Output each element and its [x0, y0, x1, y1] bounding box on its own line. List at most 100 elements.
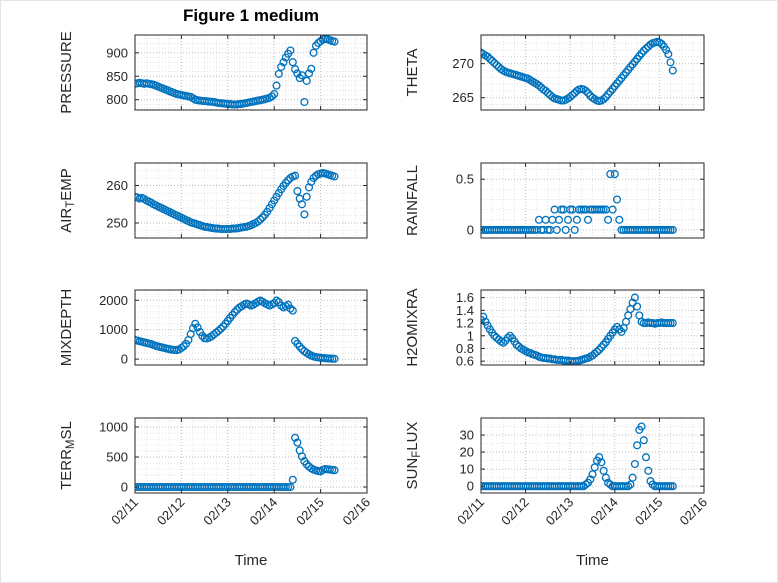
subplot-sun-flux: 0 10 20 30 02/11 02/12 02/13 02/14 02/15 02/16 SUN…: [404, 417, 710, 529]
minor-grid: [481, 418, 704, 493]
data-point: [258, 213, 267, 222]
data-point: [554, 215, 564, 224]
axis-ticks: [134, 290, 368, 365]
data-point: [633, 441, 642, 450]
data-point: [592, 347, 602, 356]
axis-ticks: [480, 418, 705, 493]
data-point: [330, 466, 339, 475]
data-point: [288, 306, 297, 315]
data-point: [664, 50, 673, 59]
axis-ticks: [134, 35, 368, 110]
y-axis-label-h2omixra: H2OMIXRA: [404, 288, 421, 366]
y-tick-label: 500: [106, 450, 128, 465]
data-point: [641, 44, 651, 53]
data-point: [608, 205, 617, 214]
data-point: [302, 460, 311, 469]
data-point: [330, 37, 339, 46]
y-tick-labels: 250 260: [106, 178, 128, 231]
data-point: [286, 304, 295, 313]
y-tick-label: 1: [467, 328, 474, 343]
scatter-series-theta: [480, 37, 677, 106]
y-tick-label: 0.8: [456, 341, 474, 356]
data-point: [570, 225, 579, 234]
data-point: [179, 342, 188, 351]
data-point: [256, 215, 265, 224]
axis-ticks: [480, 163, 705, 238]
data-point: [483, 52, 492, 61]
data-point: [499, 338, 508, 347]
data-point: [612, 195, 622, 204]
axes-box: [480, 417, 705, 494]
data-point: [561, 225, 570, 234]
data-point: [505, 331, 515, 340]
data-point: [581, 86, 590, 95]
x-tick-label: 02/15: [632, 495, 666, 529]
major-grid: [135, 418, 367, 493]
data-point: [272, 81, 281, 90]
axes-box: [480, 34, 705, 111]
data-point: [590, 349, 599, 358]
data-point: [274, 69, 283, 78]
data-point: [604, 215, 613, 224]
y-tick-label: 1.6: [456, 290, 474, 305]
data-point: [610, 325, 619, 334]
x-tick-label: 02/11: [454, 495, 487, 528]
data-point: [270, 90, 279, 99]
axes-box: [134, 417, 368, 494]
data-point: [534, 81, 544, 90]
data-point: [177, 343, 186, 352]
y-tick-labels: 800 850 900: [106, 45, 128, 107]
data-point: [597, 343, 606, 352]
data-point: [302, 192, 311, 201]
axes-box: [134, 162, 368, 239]
data-point: [214, 326, 223, 335]
y-tick-labels: 0 500 1000: [99, 420, 128, 495]
y-tick-label: 265: [452, 90, 474, 105]
axis-ticks: [134, 163, 368, 238]
data-point: [552, 225, 561, 234]
y-axis-label-rainfall: RAINFALL: [404, 165, 421, 236]
data-point: [599, 205, 608, 214]
y-tick-label: 0: [121, 352, 128, 367]
y-tick-labels: 00.5: [456, 172, 474, 238]
y-tick-labels: 0 10 20 30: [460, 428, 474, 494]
data-point: [230, 308, 239, 317]
x-tick-label: 02/11: [108, 495, 141, 528]
data-point: [624, 482, 633, 491]
axes-box: [134, 34, 368, 111]
y-tick-labels: 0.60.811.21.41.6: [456, 290, 474, 369]
major-grid: [481, 290, 704, 365]
data-point: [284, 482, 293, 492]
data-point: [193, 323, 202, 332]
data-point: [666, 319, 675, 328]
data-point: [606, 170, 615, 179]
data-point: [300, 210, 309, 219]
y-tick-label: 800: [106, 92, 128, 107]
data-point: [286, 46, 295, 55]
subplot-h2omixra: 0.60.811.21.41.6 H2OMIXRA: [404, 288, 705, 369]
scatter-series-terr-msl: [134, 433, 339, 492]
subplot-theta: 265 270 THETA: [404, 34, 705, 111]
y-tick-label: 10: [460, 462, 474, 477]
scatter-series-rainfall: [480, 170, 677, 234]
y-tick-label: 0.6: [456, 354, 474, 369]
data-point: [610, 170, 619, 179]
y-tick-label: 0: [121, 480, 128, 495]
y-tick-label: 260: [106, 178, 128, 193]
data-point: [291, 433, 300, 442]
data-point: [304, 69, 314, 78]
data-point: [270, 299, 279, 308]
y-tick-label: 20: [460, 445, 474, 460]
y-tick-labels: 0 1000 2000: [99, 293, 128, 367]
x-tick-label: 02/12: [498, 495, 532, 529]
data-point: [480, 312, 488, 321]
data-point: [628, 473, 637, 482]
data-point: [666, 225, 675, 234]
data-point: [597, 458, 606, 467]
y-tick-label: 270: [452, 56, 474, 71]
major-grid: [135, 35, 367, 110]
data-point: [277, 62, 286, 71]
data-point: [599, 340, 608, 349]
data-point: [170, 345, 179, 355]
